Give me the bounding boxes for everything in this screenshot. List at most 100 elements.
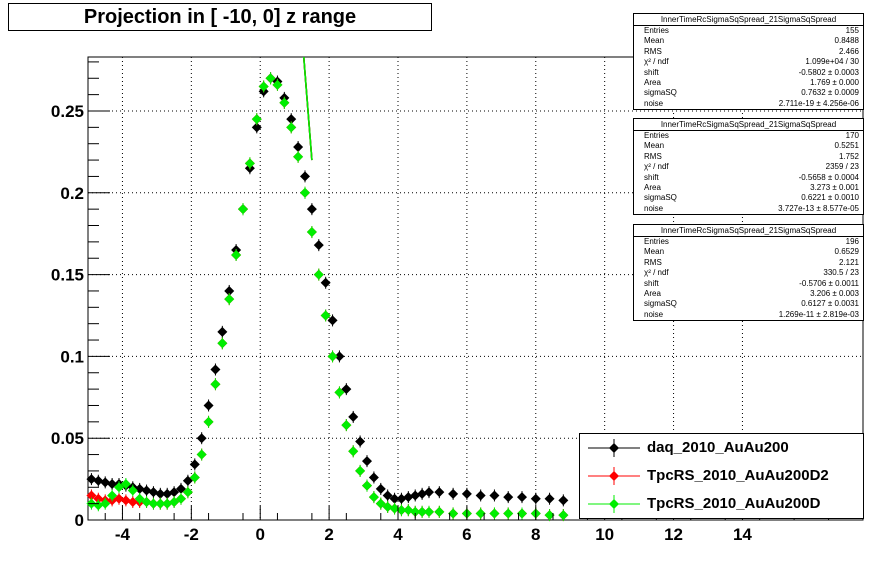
data-point — [341, 420, 352, 431]
data-point — [368, 492, 379, 503]
x-tick-label: 0 — [255, 525, 264, 544]
stats-value: -0.5802 ± 0.0003 — [798, 67, 859, 77]
data-point — [162, 488, 173, 499]
data-point — [368, 472, 379, 483]
stats-label: Entries — [644, 26, 669, 35]
data-point — [558, 495, 569, 506]
stats-row: RMS 2.466 — [634, 47, 863, 57]
data-point — [141, 497, 152, 508]
stats-row: Area 1.769 ± 0.000 — [634, 78, 863, 88]
data-point — [148, 498, 159, 509]
x-tick-label: 2 — [324, 525, 333, 544]
stats-row: Mean 0.6529 — [634, 247, 863, 257]
x-tick-label: 4 — [393, 525, 403, 544]
stats-label: Entries — [644, 131, 669, 140]
stats-value: 0.5251 — [834, 141, 859, 151]
stats-label: Entries — [644, 237, 669, 246]
stats-label: Area — [644, 77, 661, 87]
data-point — [176, 483, 186, 494]
stats-label: χ² / ndf — [644, 162, 669, 172]
data-point — [286, 122, 297, 133]
y-tick-label: 0.1 — [60, 347, 84, 366]
stats-label: shift — [644, 172, 659, 182]
stats-label: RMS — [644, 151, 662, 161]
data-point — [100, 498, 111, 509]
data-point — [217, 326, 228, 337]
data-point — [93, 500, 104, 511]
data-point — [434, 506, 445, 517]
stats-value: 0.6529 — [834, 247, 859, 257]
stats-label: Mean — [644, 36, 665, 46]
stats-label: sigmaSQ — [644, 88, 677, 98]
stats-row: Entries 155 — [634, 26, 863, 36]
stats-value: 170 — [845, 131, 859, 140]
data-point — [107, 490, 118, 501]
data-point — [475, 508, 486, 519]
data-point — [389, 493, 400, 504]
data-point — [348, 446, 359, 457]
stats-value: 3.206 ± 0.003 — [810, 288, 859, 298]
data-point — [203, 400, 214, 411]
data-point — [300, 171, 310, 182]
data-point — [86, 474, 97, 485]
stats-label: RMS — [644, 257, 662, 267]
stats-row: Entries 196 — [634, 237, 863, 247]
data-point — [327, 351, 338, 362]
stats-row: sigmaSQ 0.6127 ± 0.0031 — [634, 299, 863, 309]
data-point — [224, 285, 235, 296]
stats-value: 0.7632 ± 0.0009 — [801, 88, 859, 98]
data-point — [182, 475, 193, 486]
stats-label: Mean — [644, 247, 665, 257]
data-point — [210, 379, 221, 390]
axes: -4 -2 0 2 4 6 8 10 12 14 0 0.05 0.1 0.15 0.2 0.25 — [51, 61, 864, 544]
data-point — [134, 493, 145, 504]
stats-box: InnerTimeRcSigmaSqSpread_21SigmaSqSpread… — [633, 13, 864, 111]
data-point — [558, 510, 569, 521]
data-point — [389, 503, 400, 514]
x-tick-label: 12 — [664, 525, 683, 544]
stats-row: χ² / ndf 330.5 / 23 — [634, 268, 863, 278]
data-point — [334, 351, 345, 362]
stats-value: -0.5706 ± 0.0011 — [799, 278, 859, 288]
data-point — [320, 310, 331, 321]
data-point — [114, 482, 124, 493]
data-point — [279, 97, 290, 108]
stats-value: 2359 / 23 — [825, 162, 859, 172]
data-point — [258, 81, 269, 92]
data-point — [176, 493, 186, 504]
x-tick-label: -2 — [184, 525, 199, 544]
data-point — [403, 492, 414, 503]
data-point — [300, 187, 310, 198]
stats-row: sigmaSQ 0.7632 ± 0.0009 — [634, 88, 863, 98]
data-point — [120, 479, 131, 490]
data-point — [503, 508, 514, 519]
data-point — [475, 490, 486, 501]
data-point — [306, 227, 317, 238]
stats-value: 0.6127 ± 0.0031 — [801, 299, 859, 309]
x-tick-label: 8 — [531, 525, 540, 544]
stats-row: Mean 0.5251 — [634, 141, 863, 151]
stats-value: 3.273 ± 0.001 — [810, 182, 859, 192]
data-point — [362, 480, 372, 491]
y-tick-label: 0.15 — [51, 266, 84, 285]
stats-label: RMS — [644, 46, 662, 56]
data-point — [196, 433, 207, 444]
stats-row: Area 3.206 ± 0.003 — [634, 289, 863, 299]
data-point — [341, 384, 352, 395]
legend-label: TpcRS_2010_AuAu200D2 — [647, 467, 829, 484]
data-point — [348, 411, 359, 422]
stats-value: 2.711e-19 ± 4.256e-06 — [778, 98, 859, 108]
data-point — [189, 459, 200, 470]
data-point — [141, 485, 152, 496]
x-tick-label: -4 — [115, 525, 131, 544]
legend: daq_2010_AuAu200 TpcRS_2010_AuAu200D2 TpcR… — [579, 433, 864, 519]
data-point — [238, 204, 248, 215]
data-point — [203, 416, 214, 427]
data-point — [434, 487, 445, 498]
data-point — [286, 114, 297, 125]
data-point — [448, 488, 459, 499]
data-point — [169, 497, 180, 508]
stats-title: InnerTimeRcSigmaSqSpread_21SigmaSqSpread — [634, 225, 863, 237]
data-point — [86, 490, 97, 501]
